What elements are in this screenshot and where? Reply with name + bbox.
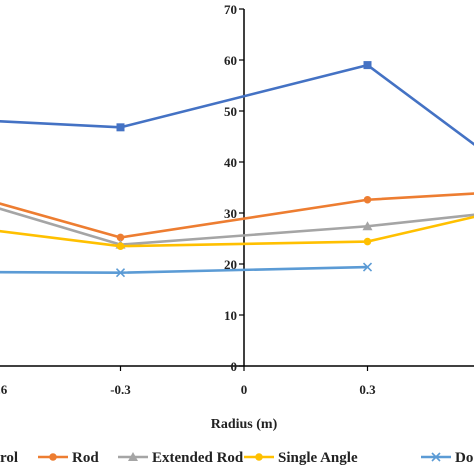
x-tick-label: 0 bbox=[241, 382, 248, 397]
y-tick-label: 50 bbox=[224, 104, 237, 119]
x-axis-label: Radius (m) bbox=[211, 417, 278, 432]
legend-label: Rod bbox=[72, 450, 99, 466]
data-point-stroke bbox=[115, 268, 126, 278]
y-tick-label: 70 bbox=[224, 2, 237, 17]
series-double-angle bbox=[0, 262, 373, 278]
legend-item: Rod bbox=[38, 450, 99, 466]
data-point bbox=[128, 452, 138, 461]
data-point-stroke bbox=[431, 452, 441, 462]
data-point-stroke bbox=[362, 262, 373, 272]
legend-label: Extended Rod bbox=[152, 450, 244, 466]
series-line bbox=[0, 265, 368, 274]
series-line bbox=[0, 63, 474, 146]
data-point bbox=[363, 195, 372, 204]
data-point bbox=[362, 262, 373, 272]
axes bbox=[0, 9, 474, 367]
y-tick-label: 60 bbox=[224, 53, 237, 68]
legend-label: Single Angle bbox=[278, 450, 358, 466]
data-point bbox=[363, 61, 372, 70]
legend-item: Extended Rod bbox=[118, 450, 244, 466]
series-line bbox=[0, 207, 474, 246]
data-point bbox=[363, 237, 372, 246]
legend-label: Do bbox=[455, 450, 473, 466]
series-extended-rod bbox=[0, 207, 474, 249]
y-tick-label: 20 bbox=[224, 257, 237, 272]
y-tick-label: 10 bbox=[224, 308, 237, 323]
data-point bbox=[362, 221, 373, 231]
data-point bbox=[115, 268, 126, 278]
legend-label: rol bbox=[0, 450, 18, 466]
legend-item: Do bbox=[421, 450, 473, 466]
x-axis-ticks: -0.6-0.300.30.6 bbox=[0, 366, 376, 397]
x-tick-label: -0.6 bbox=[0, 382, 8, 397]
legend-item: rol bbox=[0, 450, 18, 466]
series-group bbox=[0, 61, 474, 278]
data-point bbox=[255, 453, 263, 461]
data-point bbox=[116, 233, 125, 242]
x-tick-label: -0.3 bbox=[110, 382, 131, 397]
legend-item: Single Angle bbox=[244, 450, 358, 466]
series-single-angle bbox=[0, 215, 474, 250]
x-tick-label: 0.3 bbox=[359, 382, 376, 397]
legend: rol Rod Extended Rod Single Angle Do bbox=[0, 450, 473, 466]
series-rod bbox=[0, 192, 474, 242]
series-control bbox=[0, 61, 474, 146]
y-axis-ticks: 0 10 20 30 40 50 60 70 bbox=[224, 2, 244, 374]
y-tick-label: 30 bbox=[224, 206, 237, 221]
data-point bbox=[49, 453, 57, 461]
data-point bbox=[431, 452, 441, 462]
series-line bbox=[0, 192, 474, 239]
y-tick-label: 0 bbox=[231, 359, 238, 374]
data-point bbox=[116, 242, 125, 250]
y-tick-label: 40 bbox=[224, 155, 237, 170]
series-line bbox=[0, 215, 474, 248]
data-point bbox=[116, 123, 125, 132]
